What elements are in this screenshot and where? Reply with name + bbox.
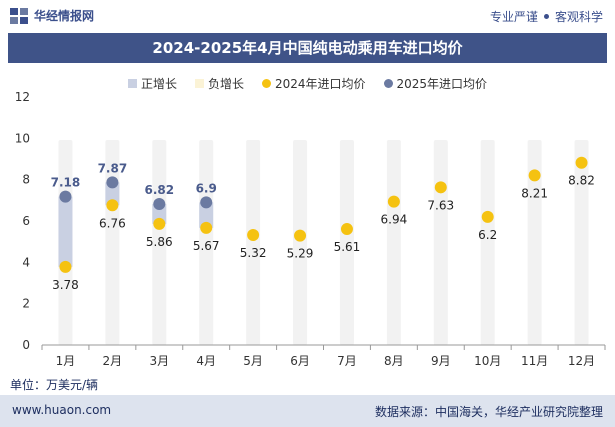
tagline-left: 专业严谨 bbox=[489, 10, 538, 24]
legend-swatch-positive bbox=[127, 79, 137, 88]
footer: www.huaon.com 数据来源：中国海关，华经产业研究院整理 bbox=[0, 395, 615, 427]
point-2024 bbox=[247, 229, 260, 242]
point-2025 bbox=[59, 190, 72, 203]
data-label-2024: 8.21 bbox=[521, 186, 548, 200]
y-tick-label: 0 bbox=[22, 338, 30, 352]
legend-item-2024: 2024年进口均价 bbox=[261, 75, 366, 92]
background-column bbox=[480, 140, 495, 345]
legend-item-positive: 正增长 bbox=[127, 75, 177, 92]
point-2024 bbox=[59, 260, 72, 273]
x-tick-label: 10月 bbox=[474, 354, 501, 368]
background-column bbox=[527, 140, 542, 345]
point-2024 bbox=[387, 195, 400, 208]
y-tick-label: 4 bbox=[22, 255, 30, 269]
data-label-2025: 7.87 bbox=[98, 161, 128, 175]
point-2024 bbox=[481, 210, 494, 223]
legend-swatch-negative bbox=[194, 79, 204, 88]
y-tick-label: 2 bbox=[22, 297, 30, 311]
tagline: 专业严谨 客观科学 bbox=[490, 8, 603, 25]
legend-label-negative: 负增长 bbox=[207, 77, 244, 91]
y-tick-label: 8 bbox=[22, 173, 30, 187]
x-tick-label: 2月 bbox=[103, 354, 123, 368]
chart-legend: 正增长 负增长 2024年进口均价 2025年进口均价 bbox=[0, 75, 615, 92]
data-label-2024: 5.61 bbox=[334, 240, 361, 254]
legend-swatch-2025 bbox=[383, 79, 393, 88]
point-2024 bbox=[294, 229, 307, 242]
data-label-2024: 8.82 bbox=[568, 174, 595, 188]
x-tick-label: 7月 bbox=[337, 354, 357, 368]
legend-swatch-2024 bbox=[261, 79, 271, 88]
point-2024 bbox=[106, 199, 119, 212]
background-column bbox=[293, 140, 308, 345]
brand-logo-icon bbox=[10, 7, 28, 24]
footer-source: 数据来源：中国海关，华经产业研究院整理 bbox=[374, 405, 603, 419]
legend-label-positive: 正增长 bbox=[140, 77, 177, 91]
x-tick-label: 8月 bbox=[384, 354, 404, 368]
data-label-2025: 6.9 bbox=[196, 181, 217, 195]
chart-title: 2024-2025年4月中国纯电动乘用车进口均价 bbox=[8, 33, 607, 63]
unit-label: 单位：万美元/辆 bbox=[10, 378, 99, 392]
growth-range-bar bbox=[199, 202, 214, 228]
background-column bbox=[574, 140, 589, 345]
brand: 华经情报网 bbox=[10, 7, 94, 24]
data-label-2024: 5.86 bbox=[146, 235, 173, 249]
legend-label-2024: 2024年进口均价 bbox=[274, 77, 366, 91]
top-bar: 华经情报网 专业严谨 客观科学 bbox=[0, 0, 615, 30]
background-column bbox=[152, 140, 167, 345]
y-tick-label: 12 bbox=[15, 90, 30, 104]
tagline-right: 客观科学 bbox=[554, 10, 603, 24]
point-2025 bbox=[200, 196, 213, 209]
background-column bbox=[199, 140, 214, 345]
x-tick-label: 12月 bbox=[568, 354, 595, 368]
background-column bbox=[386, 140, 401, 345]
x-tick-label: 5月 bbox=[243, 354, 263, 368]
point-2024 bbox=[575, 156, 588, 169]
data-label-2024: 6.94 bbox=[381, 213, 408, 227]
point-2024 bbox=[200, 221, 213, 234]
growth-range-bar bbox=[152, 204, 167, 224]
data-label-2025: 7.18 bbox=[51, 176, 81, 190]
point-2024 bbox=[434, 181, 447, 194]
data-label-2024: 3.78 bbox=[52, 278, 79, 292]
tagline-dot-icon bbox=[543, 14, 549, 19]
growth-range-bar bbox=[58, 196, 73, 267]
legend-item-2025: 2025年进口均价 bbox=[383, 75, 488, 92]
point-2025 bbox=[153, 198, 166, 211]
y-tick-label: 10 bbox=[15, 131, 30, 145]
legend-label-2025: 2025年进口均价 bbox=[396, 77, 488, 91]
footer-url: www.huaon.com bbox=[12, 403, 112, 417]
point-2025 bbox=[106, 176, 119, 189]
point-2024 bbox=[340, 223, 353, 236]
data-label-2024: 6.2 bbox=[478, 228, 497, 242]
point-2024 bbox=[153, 217, 166, 230]
background-column bbox=[339, 140, 354, 345]
brand-name: 华经情报网 bbox=[34, 9, 95, 23]
x-tick-label: 11月 bbox=[521, 354, 548, 368]
data-label-2024: 5.32 bbox=[240, 246, 267, 260]
y-tick-label: 6 bbox=[22, 214, 30, 228]
data-label-2024: 5.67 bbox=[193, 239, 220, 253]
background-column bbox=[433, 140, 448, 345]
x-tick-label: 3月 bbox=[149, 354, 169, 368]
point-2024 bbox=[528, 169, 541, 182]
data-label-2024: 5.29 bbox=[287, 247, 314, 261]
x-tick-label: 9月 bbox=[431, 354, 451, 368]
data-label-2024: 7.63 bbox=[427, 198, 454, 212]
x-tick-label: 6月 bbox=[290, 354, 310, 368]
x-tick-label: 4月 bbox=[196, 354, 216, 368]
background-column bbox=[246, 140, 261, 345]
growth-range-bar bbox=[105, 182, 120, 206]
x-tick-label: 1月 bbox=[56, 354, 76, 368]
data-label-2024: 6.76 bbox=[99, 216, 126, 230]
legend-item-negative: 负增长 bbox=[194, 75, 244, 92]
data-label-2025: 6.82 bbox=[144, 183, 174, 197]
